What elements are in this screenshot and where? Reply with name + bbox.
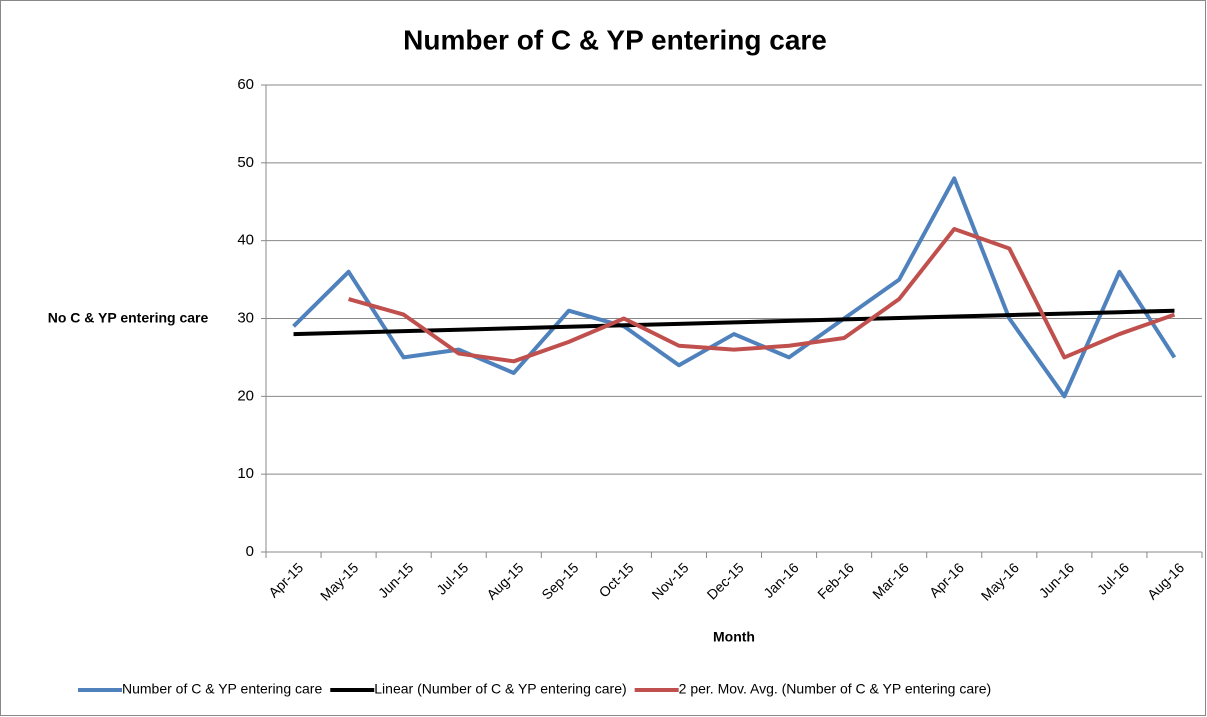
legend-label: Linear (Number of C & YP entering care) — [374, 681, 626, 697]
y-tick-label: 30 — [237, 309, 254, 326]
series-line — [293, 308, 1175, 337]
series-line — [292, 176, 1177, 399]
chart-title: Number of C & YP entering care — [403, 24, 827, 55]
legend-label: Number of C & YP entering care — [122, 681, 322, 697]
y-tick-label: 50 — [237, 154, 254, 171]
legend-label: 2 per. Mov. Avg. (Number of C & YP enter… — [679, 681, 992, 697]
y-tick-label: 40 — [237, 232, 254, 249]
y-tick-label: 0 — [246, 543, 254, 560]
y-tick-label: 60 — [237, 76, 254, 93]
x-axis-label: Month — [713, 629, 755, 645]
y-tick-label: 20 — [237, 387, 254, 404]
y-tick-label: 10 — [237, 465, 254, 482]
y-axis-label: No C & YP entering care — [48, 310, 209, 326]
series-line — [348, 226, 1176, 364]
